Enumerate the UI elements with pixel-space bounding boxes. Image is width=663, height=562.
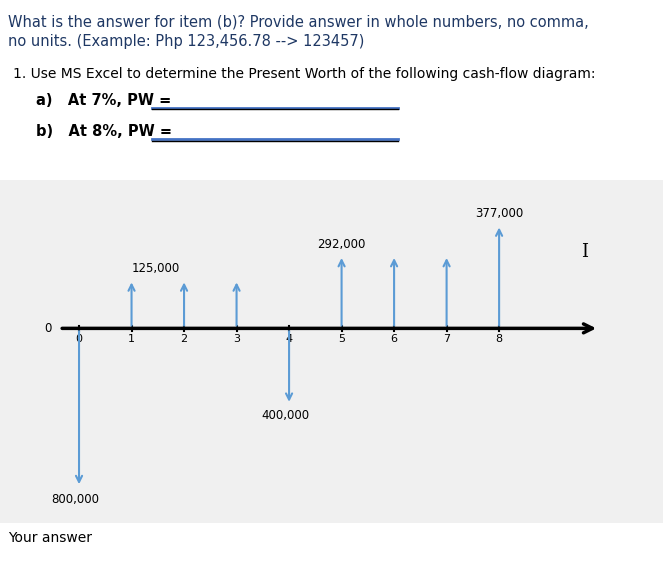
Text: 2: 2 [180, 334, 188, 344]
Text: 1: 1 [128, 334, 135, 344]
Text: 0: 0 [44, 322, 52, 335]
Text: 125,000: 125,000 [131, 262, 180, 275]
Text: Your answer: Your answer [8, 531, 92, 545]
Text: a)   At 7%, PW =: a) At 7%, PW = [36, 93, 172, 108]
Text: 800,000: 800,000 [51, 493, 99, 506]
Text: 5: 5 [338, 334, 345, 344]
Text: 7: 7 [443, 334, 450, 344]
Text: I: I [581, 243, 588, 261]
Text: 292,000: 292,000 [318, 238, 366, 251]
Text: 400,000: 400,000 [261, 409, 310, 422]
Text: What is the answer for item (b)? Provide answer in whole numbers, no comma,: What is the answer for item (b)? Provide… [8, 14, 589, 29]
Text: 1. Use MS Excel to determine the Present Worth of the following cash-flow diagra: 1. Use MS Excel to determine the Present… [13, 67, 596, 81]
Text: 4: 4 [286, 334, 292, 344]
Text: 8: 8 [495, 334, 503, 344]
Text: 6: 6 [391, 334, 398, 344]
Text: no units. (Example: Php 123,456.78 --> 123457): no units. (Example: Php 123,456.78 --> 1… [8, 34, 365, 49]
Text: 0: 0 [76, 334, 82, 344]
Text: 377,000: 377,000 [475, 207, 523, 220]
Text: 3: 3 [233, 334, 240, 344]
Text: b)   At 8%, PW =: b) At 8%, PW = [36, 124, 172, 139]
